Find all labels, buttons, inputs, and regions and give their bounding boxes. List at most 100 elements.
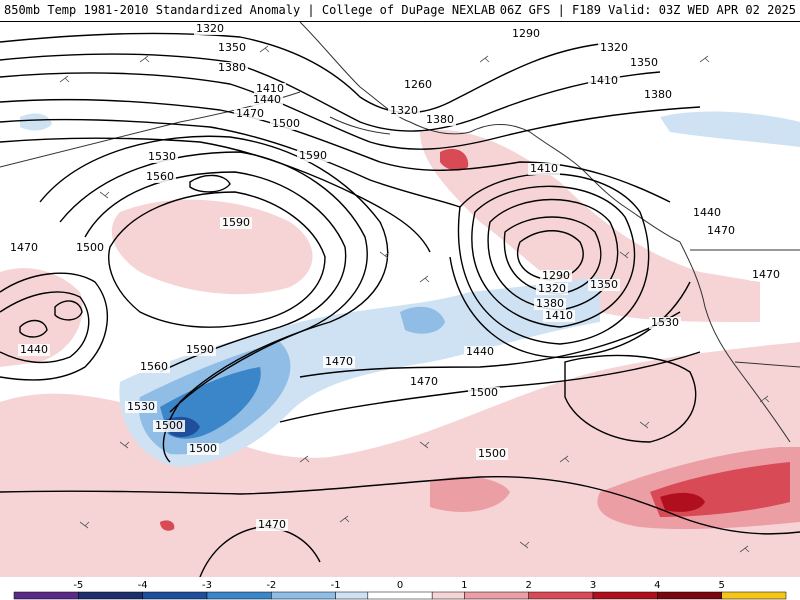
height-label-bg [270, 118, 302, 130]
colorbar-segments [13, 591, 787, 600]
low-west-center [54, 300, 83, 321]
height-label-bg [476, 448, 508, 460]
height-label: 1350 [630, 56, 658, 69]
height-label: 1410 [256, 82, 284, 95]
colorbar-segment [78, 591, 143, 600]
height-label: 1380 [536, 297, 564, 310]
height-label: 1470 [707, 224, 735, 237]
height-label: 1590 [186, 343, 214, 356]
height-label: 1320 [390, 104, 418, 117]
height-label: 1530 [651, 316, 679, 329]
height-label: 1320 [196, 22, 224, 35]
height-label-bg [8, 242, 40, 254]
height-label: 1500 [470, 386, 498, 399]
height-label: 1500 [272, 117, 300, 130]
height-label-bg [153, 420, 185, 432]
height-label-bg [194, 23, 226, 35]
height-label: 1470 [236, 107, 264, 120]
low-1350 [487, 198, 619, 311]
warm-anomaly-region [440, 148, 469, 171]
run-valid-time: 06Z GFS | F189 Valid: 03Z WED APR 02 202… [499, 3, 796, 17]
height-label-bg [598, 42, 630, 54]
height-label: 1380 [426, 113, 454, 126]
height-label-bg [649, 317, 681, 329]
title-bar: 850mb Temp 1981-2010 Standardized Anomal… [0, 0, 800, 22]
contour-1410 [0, 98, 671, 203]
low-1440 [449, 256, 691, 359]
warm-anomaly-region [0, 342, 800, 577]
low-1380 [471, 185, 636, 328]
warm-anomaly-region [660, 492, 705, 512]
height-label: 1590 [299, 149, 327, 162]
height-label: 1350 [218, 41, 246, 54]
colorbar-tick-label: -4 [138, 580, 148, 591]
height-label: 1410 [590, 74, 618, 87]
height-label: 1530 [148, 150, 176, 163]
colorbar-tick-label: 3 [590, 580, 596, 591]
height-label-bg [18, 344, 50, 356]
height-label: 1440 [20, 343, 48, 356]
height-label-bg [691, 207, 723, 219]
height-label-bg [588, 75, 620, 87]
height-label: 1500 [478, 447, 506, 460]
height-label-bg [254, 83, 286, 95]
height-label-bg [468, 387, 500, 399]
height-label-bg [642, 89, 674, 101]
height-label-bg [216, 42, 248, 54]
height-label: 1590 [222, 216, 250, 229]
contour-1380 [0, 72, 701, 150]
colorbar-segment [367, 591, 433, 600]
colorbar-segment [657, 591, 722, 600]
height-label: 1380 [644, 88, 672, 101]
colorbar-tick-label: -1 [331, 580, 341, 591]
height-label-bg [138, 361, 170, 373]
anomaly-shading [0, 111, 800, 577]
contour-1500-south [0, 475, 800, 535]
height-label: 1320 [600, 41, 628, 54]
height-label: 1440 [466, 345, 494, 358]
height-label-bg [510, 28, 542, 40]
mexico-border [734, 361, 800, 368]
contour-1440 [0, 118, 461, 208]
height-label-bg [402, 79, 434, 91]
warm-anomaly-region [430, 476, 510, 512]
alaska-coast [299, 22, 681, 243]
colorbar-tick-label: -2 [266, 580, 276, 591]
height-label-bg [187, 443, 219, 455]
low-southwest [19, 319, 48, 338]
height-label-bg [323, 356, 355, 368]
colorbar-tick-label: 1 [461, 580, 467, 591]
height-label: 1530 [127, 400, 155, 413]
colorbar-tick-label: 0 [397, 580, 403, 591]
contour-1440-west [0, 291, 90, 364]
colorbar-tick-label: 4 [654, 580, 660, 591]
height-label-bg [464, 346, 496, 358]
height-label-bg [388, 105, 420, 117]
height-labels: 1320135013801410144014701500153015601590… [8, 22, 782, 531]
colorbar-segment [528, 591, 594, 600]
height-label: 1470 [410, 375, 438, 388]
contour-1530-high [564, 354, 697, 443]
height-label: 1470 [752, 268, 780, 281]
height-label: 1320 [538, 282, 566, 295]
warm-anomaly-region [160, 520, 175, 531]
colorbar-segment [13, 591, 79, 600]
contour-1470-east [299, 311, 681, 378]
wind-barbs [59, 45, 770, 553]
height-label-bg [234, 108, 266, 120]
height-label: 1260 [404, 78, 432, 91]
height-label-bg [543, 310, 575, 322]
height-label-bg [251, 94, 283, 106]
height-label: 1440 [693, 206, 721, 219]
chart-title: 850mb Temp 1981-2010 Standardized Anomal… [4, 3, 496, 17]
height-label: 1290 [542, 269, 570, 282]
colorbar-segment [721, 591, 787, 600]
height-label-bg [220, 217, 252, 229]
height-label-bg [705, 225, 737, 237]
height-label: 1440 [253, 93, 281, 106]
cool-anomaly-region [400, 306, 445, 334]
height-label-bg [408, 376, 440, 388]
height-label-bg [424, 114, 456, 126]
height-label-bg [297, 150, 329, 162]
contour-1470-west [0, 272, 108, 381]
